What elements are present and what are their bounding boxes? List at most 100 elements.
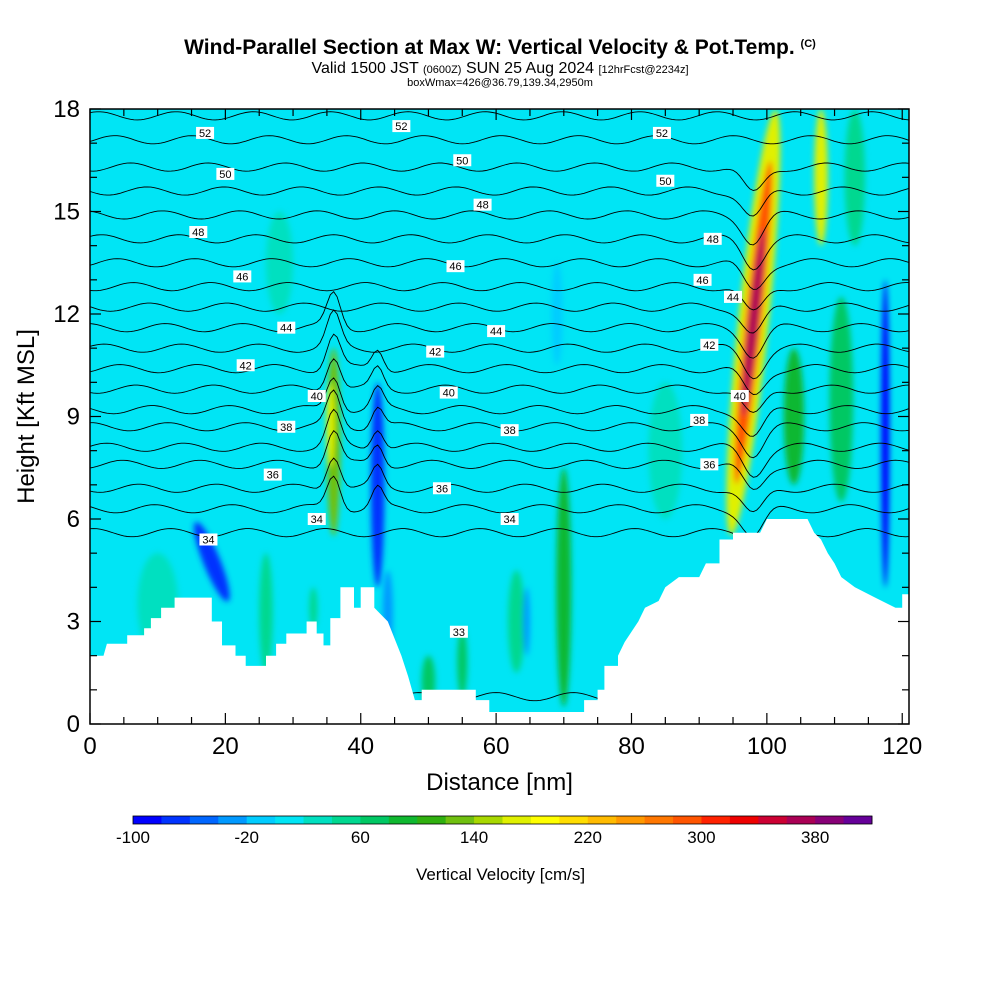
- y-tick-label: 0: [67, 711, 80, 738]
- contour-labels: 52 52 52 50 50 50 48 48 48 46 46 46 44 44 44 42 42 42 40 40…: [189, 120, 749, 639]
- x-tick-label: 20: [212, 733, 239, 760]
- contour-label-bg: [500, 424, 519, 437]
- plot-area: 52 52 52 50 50 50 48 48 48 46 46 46 44 44 44 42 42 42 40 40…: [90, 109, 909, 724]
- contour-label-bg: [277, 321, 296, 334]
- contour-label: 36: [267, 470, 279, 482]
- isentrope-37: [90, 430, 909, 490]
- y-axis-label: Height [Kft MSL]: [13, 329, 40, 504]
- contour-label: 46: [236, 271, 248, 283]
- colorbar-swatch: [701, 816, 731, 824]
- isentrope-40: [90, 377, 909, 437]
- x-tick-label: 40: [347, 733, 374, 760]
- isentrope-43: [90, 309, 909, 380]
- colorbar-swatch: [189, 816, 219, 824]
- forecast-info: [12hrFcst@2234z]: [598, 64, 689, 76]
- colorbar-swatch: [218, 816, 248, 824]
- chart-title: Wind-Parallel Section at Max W: Vertical…: [0, 36, 1000, 60]
- contour-label-bg: [730, 390, 749, 402]
- velocity-feature-19: [457, 628, 468, 697]
- plot-clip-group: 52 52 52 50 50 50 48 48 48 46 46 46 44 44 44 42 42 42 40 40…: [90, 109, 909, 724]
- contour-label-bg: [432, 482, 451, 495]
- colorbar-swatch: [644, 816, 674, 824]
- colorbar-swatch: [758, 816, 788, 824]
- contour-label: 38: [693, 415, 705, 427]
- contour-label: 52: [199, 128, 211, 140]
- colorbar-swatch: [388, 816, 418, 824]
- colorbar-swatch: [474, 816, 503, 824]
- colorbar-swatch: [815, 816, 844, 824]
- contour-label: 38: [504, 425, 516, 437]
- contour-label: 46: [696, 275, 708, 287]
- isentrope-47: [90, 258, 909, 290]
- contour-label-bg: [700, 338, 719, 351]
- contour-label-bg: [693, 273, 712, 286]
- isentrope-41: [90, 358, 909, 413]
- colorbar-swatch: [786, 816, 816, 824]
- chart-subtitle: Valid 1500 JST (0600Z) SUN 25 Aug 2024 […: [0, 60, 1000, 79]
- colorbar-swatch: [275, 816, 304, 824]
- colorbar-tick-label: 300: [687, 828, 715, 847]
- colorbar-tick-label: 60: [351, 828, 370, 847]
- colorbar-swatch: [587, 816, 617, 824]
- contour-label: 44: [280, 323, 292, 335]
- colorbar-tick-label: 140: [460, 828, 488, 847]
- colorbar-swatch: [360, 816, 390, 824]
- x-tick-label: 120: [882, 733, 922, 760]
- isentrope-46: [90, 282, 909, 311]
- colorbar-swatch: [559, 816, 589, 824]
- contour-label: 46: [449, 261, 461, 273]
- contour-label-bg: [449, 625, 468, 638]
- velocity-feature-13: [881, 279, 890, 588]
- isentrope-45: [90, 302, 909, 334]
- isentrope-50: [90, 186, 909, 217]
- contour-label: 36: [703, 459, 715, 471]
- velocity-feature-22: [265, 211, 294, 314]
- colorbar-swatch: [530, 816, 560, 824]
- y-tick-label: 3: [67, 609, 80, 636]
- colorbar-label: Vertical Velocity [cm/s]: [416, 865, 585, 884]
- colorbar-swatch: [616, 816, 646, 824]
- y-tick-label: 12: [53, 301, 80, 328]
- valid-date: SUN 25 Aug 2024: [465, 60, 595, 77]
- contour-label-bg: [307, 390, 326, 402]
- contour-label-bg: [307, 513, 326, 525]
- contour-label: 36: [436, 483, 448, 495]
- contour-label: 40: [443, 388, 455, 400]
- isentrope-42: [90, 333, 909, 395]
- isentrope-48: [90, 234, 909, 271]
- contour-label: 40: [734, 391, 746, 403]
- colorbar-swatch: [729, 816, 759, 824]
- colorbar-frame: [132, 815, 873, 825]
- contour-label: 42: [703, 340, 715, 352]
- contour-label-bg: [189, 226, 208, 238]
- y-tick-label: 18: [53, 96, 80, 123]
- colorbar-swatch: [417, 816, 447, 824]
- isentrope-49: [90, 210, 909, 246]
- utc-time: (0600Z): [422, 64, 462, 76]
- isentrope-52: [90, 135, 909, 145]
- colorbar-swatch: [445, 816, 475, 824]
- y-tick-label: 9: [67, 404, 80, 431]
- velocity-feature-20: [309, 587, 318, 629]
- colorbar-swatch: [502, 816, 532, 824]
- velocity-feature-24: [844, 109, 866, 246]
- contour-label: 52: [395, 121, 407, 133]
- contour-label-bg: [473, 198, 492, 211]
- y-tick-label: 6: [67, 506, 80, 533]
- x-tick-label: 0: [83, 733, 96, 760]
- contour-label: 48: [476, 200, 488, 212]
- contour-label-bg: [439, 386, 458, 399]
- x-tick-label: 100: [747, 733, 787, 760]
- velocity-feature-5: [556, 467, 572, 707]
- contour-label-bg: [446, 260, 465, 273]
- contour-label: 44: [490, 326, 502, 338]
- colorbar-tick-label: 380: [801, 828, 829, 847]
- contour-label: 34: [504, 514, 516, 526]
- velocity-feature-16: [523, 587, 530, 656]
- contour-label: 50: [659, 176, 671, 188]
- colorbar-swatch: [331, 816, 361, 824]
- colorbar-tick-label: 220: [574, 828, 602, 847]
- contour-label-bg: [196, 126, 215, 139]
